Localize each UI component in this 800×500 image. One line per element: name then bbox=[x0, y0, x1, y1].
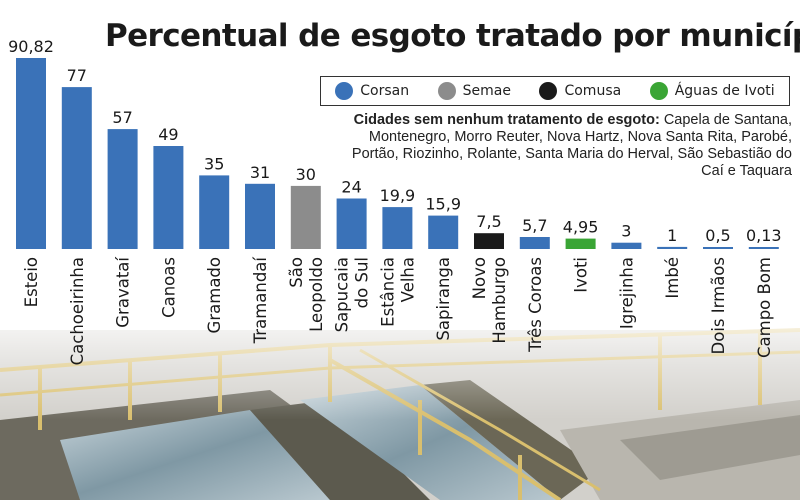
data-label: 57 bbox=[112, 108, 132, 127]
category-label: Gramado bbox=[205, 257, 224, 333]
category-label: Tramandaí bbox=[251, 256, 270, 345]
data-label: 49 bbox=[158, 125, 178, 144]
bar bbox=[336, 198, 367, 249]
data-label: 7,5 bbox=[476, 212, 501, 231]
chart-title: Percentual de esgoto tratado por municíp… bbox=[105, 18, 800, 54]
category-label: Cachoeirinha bbox=[68, 257, 87, 365]
legend-label: Semae bbox=[462, 83, 511, 99]
bar bbox=[474, 233, 504, 249]
category-label: SãoLeopoldo bbox=[287, 257, 326, 332]
data-label: 0,13 bbox=[746, 226, 782, 245]
note-heading: Cidades sem nenhum tratamento de esgoto: bbox=[353, 112, 660, 128]
category-label: Dois Irmãos bbox=[709, 257, 728, 354]
category-label: Ivoti bbox=[572, 257, 591, 293]
bar bbox=[382, 207, 413, 249]
legend-label: Corsan bbox=[360, 83, 410, 99]
data-label: 5,7 bbox=[522, 216, 547, 235]
legend-item: Corsan bbox=[335, 82, 409, 100]
legend-item: Comusa bbox=[539, 82, 621, 100]
data-label: 0,5 bbox=[705, 226, 730, 245]
bar bbox=[199, 175, 230, 249]
bar bbox=[519, 237, 550, 249]
data-label: 31 bbox=[250, 163, 270, 182]
legend-swatch bbox=[539, 82, 558, 100]
legend-swatch bbox=[649, 82, 668, 100]
data-label: 1 bbox=[667, 226, 677, 245]
data-label: 19,9 bbox=[380, 186, 416, 205]
data-label: 4,95 bbox=[563, 218, 599, 237]
legend-label: Comusa bbox=[564, 83, 622, 99]
category-label: Esteio bbox=[22, 257, 41, 307]
legend-swatch bbox=[335, 82, 354, 100]
category-label: Sapucaiado Sul bbox=[333, 257, 372, 332]
data-label: 77 bbox=[67, 66, 87, 85]
category-label: Igrejinha bbox=[617, 257, 636, 329]
bar bbox=[245, 183, 275, 249]
data-label: 30 bbox=[296, 165, 316, 184]
data-label: 15,9 bbox=[425, 195, 461, 214]
category-label: Sapiranga bbox=[434, 257, 453, 341]
category-label: NovoHamburgo bbox=[470, 257, 509, 344]
legend-item: Águas de Ivoti bbox=[649, 82, 775, 100]
category-label: EstânciaVelha bbox=[378, 257, 417, 327]
bar bbox=[657, 246, 688, 249]
data-label: 24 bbox=[341, 178, 361, 197]
bar bbox=[16, 58, 46, 249]
legend: Corsan Semae Comusa Águas de Ivoti bbox=[320, 76, 790, 106]
bar bbox=[107, 129, 138, 249]
bar bbox=[611, 242, 642, 249]
category-label: Três Coroas bbox=[526, 257, 545, 353]
bar bbox=[748, 247, 779, 249]
legend-label: Águas de Ivoti bbox=[674, 83, 775, 99]
bar bbox=[428, 215, 459, 249]
bar bbox=[61, 87, 92, 249]
category-label: Gravataí bbox=[114, 256, 133, 328]
category-label: Canoas bbox=[159, 257, 178, 318]
bar bbox=[290, 185, 321, 249]
legend-item: Semae bbox=[437, 82, 511, 100]
bar bbox=[703, 247, 733, 249]
note-text: Capela de Santana, Montenegro, Morro Reu… bbox=[351, 112, 792, 179]
category-label: Imbé bbox=[663, 257, 682, 299]
data-label: 35 bbox=[204, 154, 224, 173]
bar bbox=[565, 238, 596, 249]
legend-swatch bbox=[437, 82, 456, 100]
untreated-cities-note: Cidades sem nenhum tratamento de esgoto:… bbox=[340, 112, 792, 180]
data-label: 3 bbox=[621, 222, 631, 241]
category-label: Campo Bom bbox=[755, 257, 774, 358]
bar bbox=[153, 146, 184, 249]
data-label: 90,82 bbox=[8, 37, 54, 56]
